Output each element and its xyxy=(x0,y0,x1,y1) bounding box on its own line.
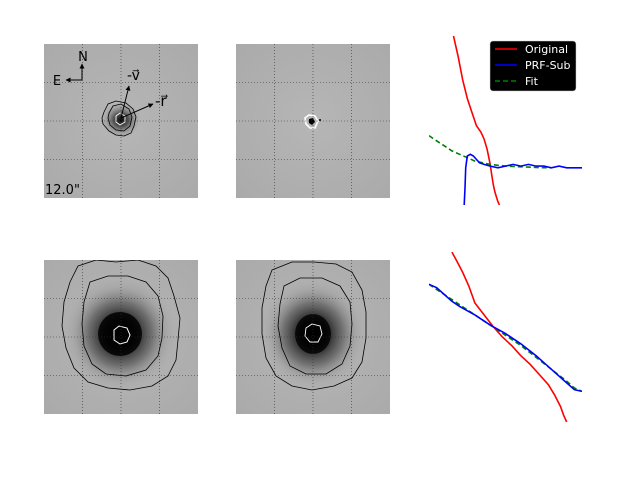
series-line-fit xyxy=(429,135,552,169)
contour-middle xyxy=(107,103,133,132)
profile-chart-top xyxy=(429,36,582,205)
panel-image-top-left: N E -v⃗ -r⃗ 12.0" xyxy=(44,44,198,198)
panel-image-top-middle xyxy=(236,44,390,198)
contour-core xyxy=(113,325,131,345)
panel-image-bottom-middle xyxy=(236,260,390,414)
panel-image-bottom-left xyxy=(44,260,198,414)
contour-core xyxy=(115,112,126,126)
series-line-original xyxy=(452,36,501,205)
coma-core xyxy=(295,314,331,354)
radius-vector-label: -r⃗ xyxy=(155,92,168,110)
contour-outer xyxy=(61,260,181,391)
profile-chart-bottom xyxy=(429,252,582,422)
radius-vector-arrow xyxy=(120,103,154,119)
legend-box xyxy=(489,40,577,92)
residual-core xyxy=(309,118,315,125)
contour-outer xyxy=(101,100,137,137)
contour-outer xyxy=(261,261,367,391)
compass-north-label: N xyxy=(78,50,88,65)
contour-inner xyxy=(81,275,164,377)
compass-east-label: E xyxy=(53,74,61,89)
coma-core xyxy=(98,312,142,356)
scale-label: 12.0" xyxy=(45,183,80,198)
series-line-original xyxy=(451,252,568,422)
chart-legend: Original PRF-Sub Fit xyxy=(489,40,577,92)
velocity-vector-label: -v⃗ xyxy=(127,68,140,84)
legend-entry-original: Original xyxy=(525,43,568,56)
contour-inner xyxy=(277,277,353,375)
velocity-vector-arrow xyxy=(120,85,131,119)
series-line-prf-sub xyxy=(463,153,582,205)
legend-entry-prf-sub: PRF-Sub xyxy=(525,59,571,72)
series-line-prf-sub xyxy=(429,283,582,393)
residual-speck xyxy=(319,119,321,121)
residual-contour xyxy=(304,114,319,129)
compass xyxy=(65,63,85,83)
legend-entry-fit: Fit xyxy=(525,75,539,88)
